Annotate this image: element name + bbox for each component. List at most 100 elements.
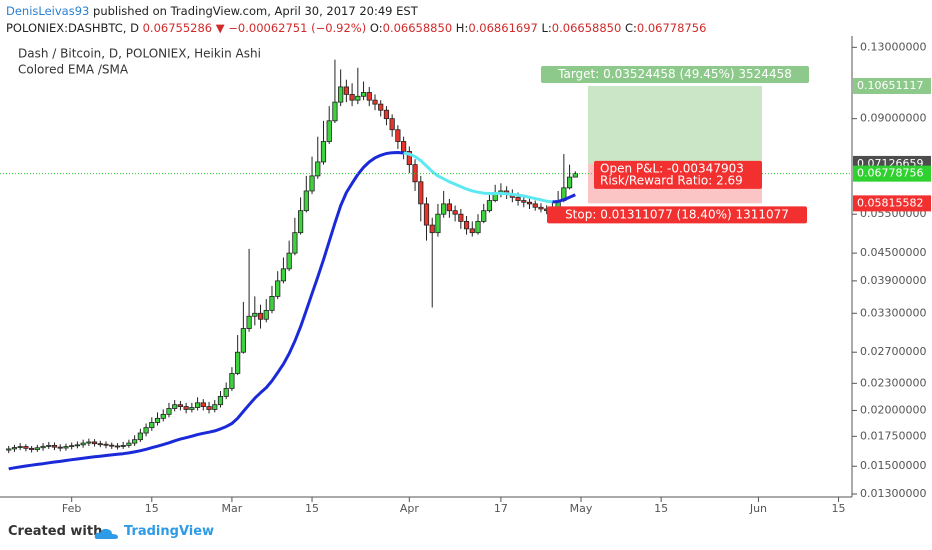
y-tick-label: 0.01750000 [860, 429, 926, 442]
last-price-label-box [853, 165, 931, 182]
candle-body [229, 373, 235, 389]
y-tick-label: 0.02000000 [860, 403, 926, 416]
candle-body [515, 196, 521, 201]
candle-body [435, 213, 441, 234]
candle-body [252, 312, 258, 317]
candle-body [429, 224, 435, 234]
candle-body [11, 447, 18, 450]
candle-body [338, 86, 344, 103]
candle-body [166, 408, 172, 415]
candle-body [566, 176, 573, 189]
candle-body [143, 427, 149, 434]
target-label-box [541, 65, 809, 83]
candle-body [360, 92, 367, 97]
candle-body [114, 445, 121, 448]
candle-body [303, 190, 309, 212]
y-tick-label: 0.03300000 [860, 306, 926, 319]
candle-body [189, 407, 195, 410]
candle-body [412, 164, 418, 183]
rr-label: Risk/Reward Ratio: 2.69 [600, 173, 743, 187]
candle-body [46, 445, 52, 447]
candle-body [34, 447, 40, 450]
candle-body [17, 446, 23, 448]
candle-body [63, 446, 69, 449]
candle-body [269, 296, 275, 311]
candle-body [286, 252, 292, 270]
candle-body [149, 422, 155, 429]
x-tick-label: 17 [494, 502, 508, 515]
ohlc-value: 0.06658850 [551, 21, 622, 35]
logo[interactable] [94, 526, 120, 542]
candle-body [160, 413, 166, 419]
legend-subtitle: Colored EMA /SMA [18, 63, 129, 77]
ema-line [8, 151, 576, 471]
candle-body [263, 309, 269, 320]
candle-body [355, 95, 361, 101]
x-tick-label: 15 [305, 502, 319, 515]
candle-body [183, 406, 189, 410]
candle-body [475, 220, 481, 234]
candle-body [109, 444, 115, 447]
candle-body [172, 404, 178, 409]
candle-body [309, 175, 315, 192]
candle-body [217, 395, 224, 406]
pnl-label: Open P&L: -0.00347903 [600, 161, 744, 175]
candle-body [126, 442, 132, 446]
candle-body [418, 181, 424, 205]
stop-label-box [547, 206, 807, 224]
y-tick-label: 0.01300000 [860, 487, 926, 500]
candle-body [297, 210, 304, 234]
ohlc-key: H: [455, 21, 469, 35]
candle-body [137, 432, 143, 441]
x-tick-label: Feb [62, 502, 81, 515]
stop-price-label: 0.05815582 [857, 196, 923, 209]
x-tick-label: 15 [832, 502, 846, 515]
candle-body [401, 141, 407, 152]
candle-body [326, 120, 332, 142]
candle-body [481, 210, 487, 222]
x-tick-label: May [570, 502, 593, 515]
stop-price-label-box [853, 195, 931, 212]
price: 0.06755286 [142, 21, 213, 35]
ohlc-value: 0.06658850 [382, 21, 453, 35]
candle-body [23, 446, 29, 449]
y-tick-label: 0.09000000 [860, 112, 926, 125]
candle-body [257, 312, 264, 320]
candle-body [86, 441, 92, 444]
candle-body [372, 99, 378, 105]
published: published on TradingView.com, April 30, … [93, 4, 418, 18]
created-with: Created with [8, 524, 103, 539]
candle-body [206, 406, 212, 410]
candle-body [378, 103, 384, 111]
candle-body [532, 203, 538, 208]
target-price-label-box [853, 77, 931, 94]
candle-body [486, 200, 493, 212]
target-label: Target: 0.03524458 (49.45%) 3524458 [557, 67, 792, 81]
pnl-label-box [594, 160, 762, 189]
author[interactable]: DenisLeivas93 [6, 4, 90, 18]
candle-body [246, 315, 252, 329]
candle-body [97, 443, 103, 446]
candle-body [275, 280, 281, 297]
candle-body [154, 417, 161, 423]
x-tick-label: Jun [749, 502, 767, 515]
candle-body [406, 151, 412, 166]
candle-body [240, 328, 246, 353]
candle-body [320, 141, 327, 163]
y-tick-label: 0.03900000 [860, 274, 926, 287]
candle-body [343, 86, 349, 95]
candle-body [526, 201, 533, 205]
candle-body [292, 232, 298, 254]
target-zone [588, 85, 762, 164]
brand[interactable]: TradingView [124, 524, 215, 539]
candle-body [6, 448, 12, 451]
candle-body [521, 200, 527, 203]
ohlc-value: 0.06861697 [468, 21, 538, 35]
candle-body [492, 193, 498, 201]
candle-body [80, 442, 86, 446]
ema-line [403, 151, 553, 204]
ohlc-value: 0.06778756 [636, 21, 707, 35]
y-tick-label: 0.13000000 [860, 40, 926, 53]
y-tick-label: 0.02300000 [860, 376, 926, 389]
